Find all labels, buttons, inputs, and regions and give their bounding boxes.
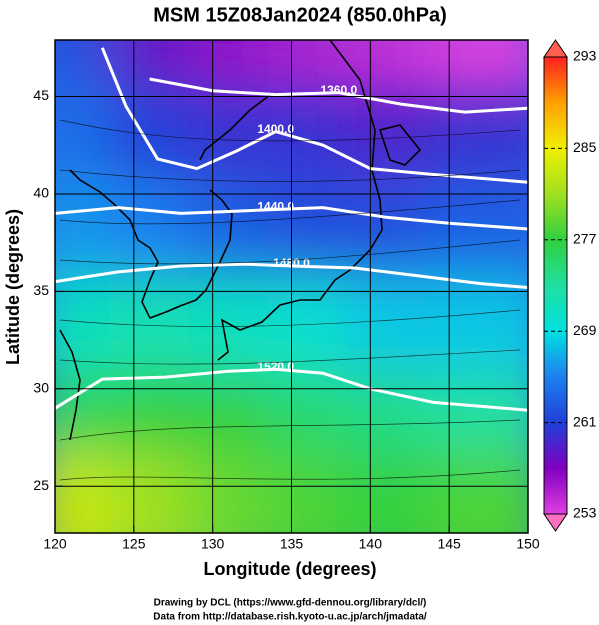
colorbar-tick-label: 277	[573, 231, 597, 247]
colorbar-tick-label: 269	[573, 322, 597, 338]
colorbar-extend	[543, 39, 568, 58]
contour-label: 1400.0	[257, 122, 294, 136]
colorbar-tick-label: 293	[573, 48, 597, 64]
colorbar-tick-label: 285	[573, 139, 597, 155]
x-tick-label: 135	[280, 536, 304, 552]
field-cells	[55, 40, 528, 533]
contour-line	[100, 47, 528, 184]
axes: 120 125 130 135 140 145 150 25 30 35 40 45	[33, 87, 539, 551]
y-tick-label: 45	[33, 87, 49, 103]
x-tick-label: 120	[43, 536, 67, 552]
colorbar: 253 261 269 277 285 293	[543, 39, 597, 532]
footer-line: Drawing by DCL (https://www.gfd-dennou.o…	[154, 598, 427, 609]
colorbar-tick-label: 253	[573, 505, 597, 521]
contour-label: 1360.0	[320, 83, 357, 97]
x-tick-label: 150	[516, 536, 540, 552]
y-tick-label: 30	[33, 380, 49, 396]
x-tick-label: 130	[201, 536, 225, 552]
contour-label: 1520.0	[257, 359, 294, 373]
contour-line	[55, 367, 528, 412]
y-tick-label: 25	[33, 477, 49, 493]
y-tick-label: 40	[33, 185, 49, 201]
colorbar-tick-label: 261	[573, 413, 597, 429]
field-cell	[425, 452, 528, 533]
y-tick-label: 35	[33, 282, 49, 298]
x-axis-label: Longitude (degrees)	[203, 559, 376, 579]
x-tick-label: 125	[122, 536, 146, 552]
contour-label: 1440.0	[257, 200, 294, 214]
x-tick-label: 140	[359, 536, 383, 552]
colorbar-gradient	[543, 56, 568, 515]
contour-line	[55, 206, 528, 231]
x-tick-label: 145	[437, 536, 461, 552]
footer-line: Data from http://database.rish.kyoto-u.a…	[153, 612, 427, 623]
y-axis-label: Latitude (degrees)	[3, 209, 23, 365]
chart-title: MSM 15Z08Jan2024 (850.0hPa)	[153, 4, 447, 26]
colorbar-extend	[543, 513, 568, 532]
streamlines	[59, 119, 521, 481]
